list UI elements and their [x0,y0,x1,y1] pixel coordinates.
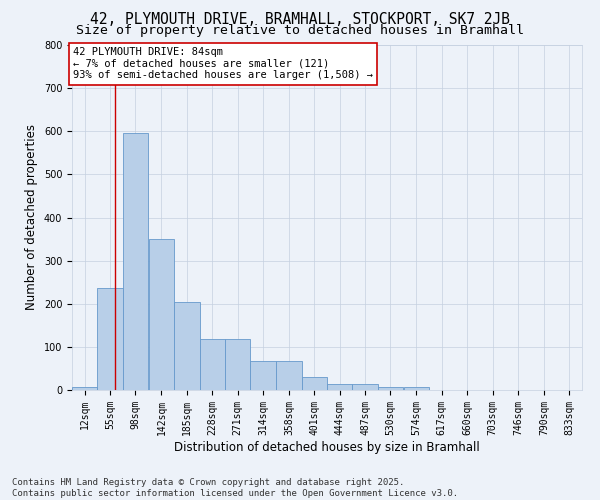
Bar [327,384,352,390]
Bar [250,360,275,390]
Bar [174,302,199,390]
Bar [404,388,429,390]
Text: Size of property relative to detached houses in Bramhall: Size of property relative to detached ho… [76,24,524,37]
Bar [378,388,403,390]
Y-axis label: Number of detached properties: Number of detached properties [25,124,38,310]
Bar [72,386,97,390]
X-axis label: Distribution of detached houses by size in Bramhall: Distribution of detached houses by size … [174,440,480,454]
Bar [225,339,250,390]
Text: Contains HM Land Registry data © Crown copyright and database right 2025.
Contai: Contains HM Land Registry data © Crown c… [12,478,458,498]
Text: 42 PLYMOUTH DRIVE: 84sqm
← 7% of detached houses are smaller (121)
93% of semi-d: 42 PLYMOUTH DRIVE: 84sqm ← 7% of detache… [73,47,373,80]
Bar [199,339,225,390]
Bar [302,377,327,390]
Bar [123,134,148,390]
Text: 42, PLYMOUTH DRIVE, BRAMHALL, STOCKPORT, SK7 2JB: 42, PLYMOUTH DRIVE, BRAMHALL, STOCKPORT,… [90,12,510,28]
Bar [149,239,174,390]
Bar [97,288,123,390]
Bar [352,384,378,390]
Bar [276,360,302,390]
